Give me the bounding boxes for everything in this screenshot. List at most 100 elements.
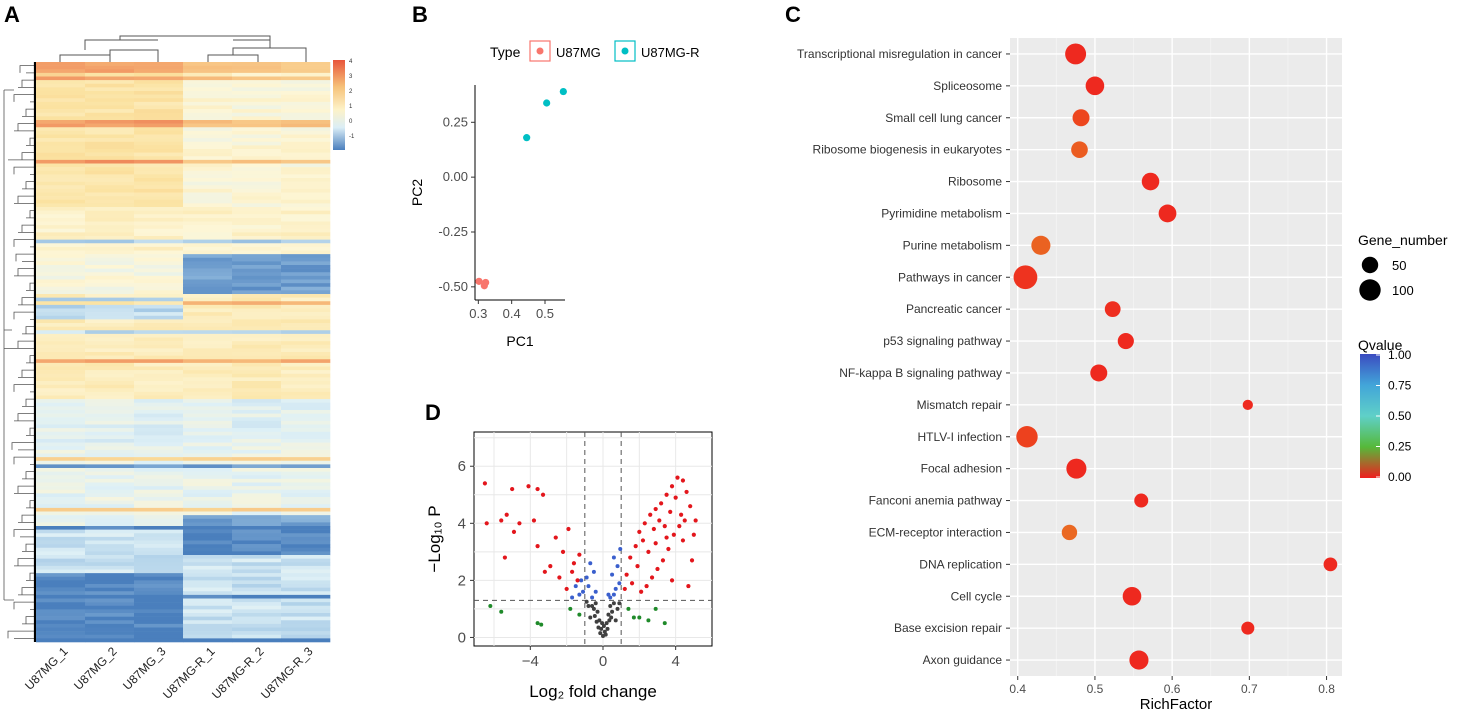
heatmap-cell [36, 76, 86, 81]
heatmap-cell [36, 388, 86, 393]
heatmap-cell [36, 109, 86, 114]
heatmap-cell [85, 497, 135, 501]
heatmap-cell [85, 453, 135, 458]
pathway-label: Ribosome biogenesis in eukaryotes [813, 143, 1002, 157]
heatmap-cell [281, 210, 331, 215]
heatmap-cell [85, 225, 135, 230]
heatmap-cell [36, 417, 86, 422]
heatmap-cell [36, 594, 86, 599]
heatmap-cell [134, 413, 184, 418]
heatmap-cell [36, 163, 86, 168]
heatmap-cell [134, 178, 184, 182]
volcano-plot: −4 0 4 0 2 4 6 Log₂ fold change −Log₁₀ P [425, 431, 713, 701]
heatmap-cell [134, 623, 184, 628]
size-legend-key [1361, 256, 1379, 274]
heatmap-cell [85, 377, 135, 382]
heatmap-cell [36, 460, 86, 465]
volcano-point-p [593, 589, 598, 594]
heatmap-cell [232, 98, 282, 103]
heatmap-cell [281, 337, 331, 342]
heatmap-cell [232, 120, 282, 124]
heatmap-cell [36, 304, 86, 309]
heatmap-cell [232, 529, 282, 534]
heatmap-cell [183, 605, 233, 610]
heatmap-cell [134, 486, 184, 491]
heatmap-cell [281, 424, 331, 429]
heatmap-cell [85, 594, 135, 599]
heatmap-cell [232, 406, 282, 411]
volcano-point-ns [607, 618, 612, 623]
heatmap-cell [281, 580, 331, 585]
heatmap-cell [232, 268, 282, 273]
heatmap-cell [183, 290, 233, 295]
heatmap-cell [134, 406, 184, 411]
heatmap-cell [232, 620, 282, 625]
heatmap-cell [36, 468, 86, 472]
heatmap-cell [183, 533, 233, 538]
heatmap-cell [183, 464, 233, 469]
volcano-point-fc [631, 615, 636, 620]
heatmap-cell [134, 569, 184, 574]
pathway-label: DNA replication [919, 557, 1002, 571]
color-scale-tick-label: 3 [349, 74, 353, 80]
heatmap-cell [85, 522, 135, 527]
heatmap-cell [281, 246, 331, 251]
heatmap-cell [232, 634, 282, 639]
heatmap-cell [36, 576, 86, 581]
heatmap-cell [281, 623, 331, 628]
heatmap-cell [134, 203, 184, 208]
heatmap-cell [281, 493, 331, 498]
heatmap-cell [281, 478, 331, 483]
color-legend-label: 0.50 [1388, 409, 1412, 423]
heatmap-cell [183, 196, 233, 201]
color-scale-tick-label: 2 [349, 89, 353, 95]
heatmap-cell [85, 395, 135, 400]
heatmap-cell [183, 536, 233, 541]
enrichment-point [1117, 332, 1134, 350]
heatmap-cell [281, 228, 331, 233]
heatmap-cell [36, 196, 86, 201]
volcano-point-sig [660, 558, 666, 563]
heatmap-cell [281, 344, 331, 349]
heatmap-cell [281, 87, 331, 92]
heatmap-cell [281, 261, 331, 266]
heatmap-cell [232, 410, 282, 414]
volcano-point-sig [504, 512, 509, 517]
heatmap-cell [183, 312, 233, 317]
heatmap-cell [232, 388, 282, 393]
heatmap-cell [36, 366, 86, 371]
heatmap-cell [134, 294, 184, 298]
heatmap-cell [232, 243, 282, 248]
heatmap-cell [36, 515, 86, 520]
heatmap-cell [183, 76, 233, 81]
heatmap-cell [85, 431, 135, 436]
heatmap-cell [232, 504, 282, 509]
heatmap-cell [85, 333, 135, 338]
heatmap-cell [134, 315, 184, 320]
heatmap-cell [134, 431, 184, 436]
heatmap-cell [183, 616, 233, 621]
heatmap-cell [36, 395, 86, 400]
heatmap-cell [281, 536, 331, 541]
heatmap-cell [232, 290, 282, 295]
heatmap-cell [36, 489, 86, 494]
heatmap-cell [281, 352, 331, 356]
heatmap-cell [85, 486, 135, 491]
heatmap-cell [134, 529, 184, 534]
heatmap-cell [232, 246, 282, 251]
heatmap-cell [85, 504, 135, 509]
heatmap-cell [232, 587, 282, 592]
heatmap-cell [36, 283, 86, 288]
heatmap-cell [85, 605, 135, 610]
heatmap-cell [281, 475, 331, 480]
heatmap-cell [183, 598, 233, 603]
heatmap-cell [232, 573, 282, 578]
heatmap-cell [134, 91, 184, 95]
pathway-label: Fanconi anemia pathway [869, 494, 1002, 508]
heatmap-cell [183, 591, 233, 596]
heatmap-cell [281, 203, 331, 208]
heatmap-cell [36, 156, 86, 161]
heatmap-cell [36, 562, 86, 567]
heatmap-cell [85, 105, 135, 110]
